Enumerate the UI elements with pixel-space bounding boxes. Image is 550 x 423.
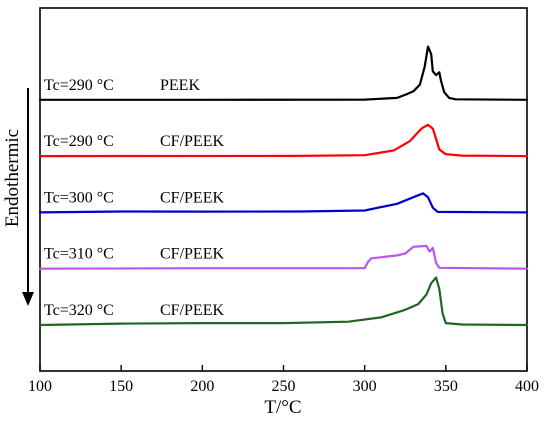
x-axis-title: T/°C (264, 397, 301, 418)
series-material-label: PEEK (160, 77, 200, 94)
endothermic-arrow-head (22, 292, 34, 306)
x-tick-label: 250 (272, 378, 296, 395)
series-line (38, 45, 529, 101)
series-material-label: CF/PEEK (160, 133, 224, 150)
series-condition-label: Tc=310 °C (44, 246, 114, 263)
series-material-label: CF/PEEK (160, 189, 224, 206)
series-condition-label: Tc=290 °C (44, 133, 114, 150)
series-condition-label: Tc=320 °C (44, 302, 114, 319)
x-axis-ticks: 100 150 200 250 300 350 400 (28, 365, 539, 395)
direction-annotation: Endothermic (2, 129, 23, 227)
series-line (38, 123, 529, 158)
series-material-label: CF/PEEK (160, 246, 224, 263)
x-tick-label: 150 (109, 378, 133, 395)
curves-layer (38, 45, 529, 327)
x-tick-label: 400 (515, 378, 539, 395)
series-line (38, 244, 529, 270)
series-condition-label: Tc=300 °C (44, 189, 114, 206)
series-line (38, 276, 529, 327)
x-tick-label: 350 (434, 378, 458, 395)
series-material-label: CF/PEEK (160, 302, 224, 319)
series-condition-label: Tc=290 °C (44, 77, 114, 94)
x-tick-label: 200 (190, 378, 214, 395)
curve-labels-layer: Tc=290 °C PEEK Tc=290 °C CF/PEEK Tc=300 °C CF… (44, 77, 224, 319)
x-tick-label: 100 (28, 378, 52, 395)
x-tick-label: 300 (353, 378, 377, 395)
series-line (38, 192, 529, 214)
